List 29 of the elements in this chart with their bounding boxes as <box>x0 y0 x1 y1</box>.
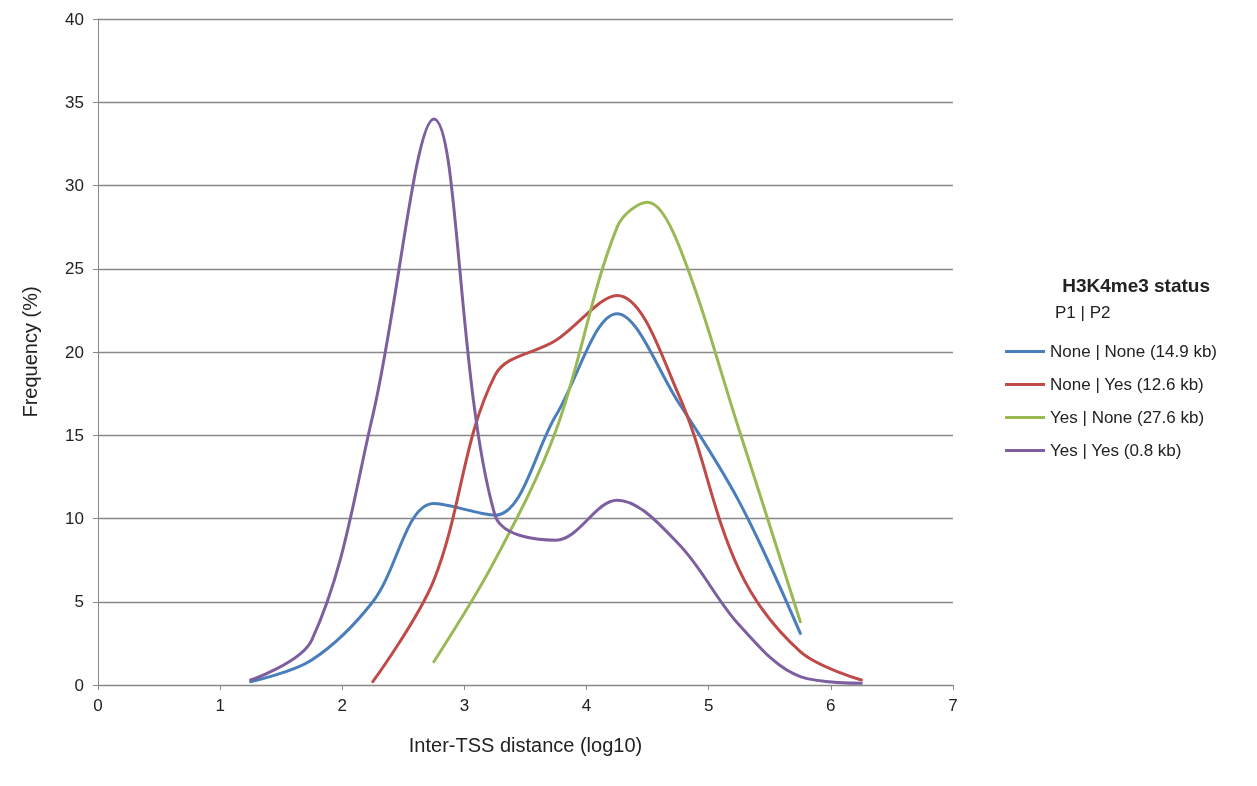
x-tick-label: 0 <box>93 696 103 715</box>
text: P1 | P2 <box>1055 303 1111 322</box>
y-tick-label: 5 <box>74 592 84 612</box>
line-series <box>432 200 802 664</box>
legend-label: None | Yes (12.6 kb) <box>1050 375 1204 394</box>
legend-label: Yes | None (27.6 kb) <box>1050 408 1205 427</box>
y-axis-title: Frequency (%) <box>19 286 41 418</box>
y-tick-label: 30 <box>65 176 84 195</box>
x-tick-label: 4 <box>581 696 592 715</box>
x-axis-title: Inter-TSS distance (log10) <box>408 734 643 756</box>
y-tick-label: 15 <box>65 425 84 445</box>
x-tick-label: 1 <box>215 696 225 715</box>
x-tick-label: 3 <box>459 696 470 715</box>
legend-title: H3K4me3 status <box>1062 275 1210 296</box>
legend-label: None | None (14.9 kb) <box>1050 342 1218 361</box>
line-series <box>249 312 802 684</box>
y-tick-label: 40 <box>65 9 84 29</box>
legend-label: Yes | Yes (0.8 kb) <box>1050 441 1182 460</box>
x-tick-label: 2 <box>337 696 348 715</box>
x-tick-label: 7 <box>948 696 958 715</box>
y-tick-label: 20 <box>65 342 84 362</box>
x-tick-label: 6 <box>826 696 836 715</box>
line-series <box>371 293 863 684</box>
line-series <box>249 117 863 685</box>
y-tick-label: 25 <box>65 259 84 279</box>
y-tick-label: 35 <box>65 92 84 112</box>
y-tick-label: 10 <box>65 509 84 528</box>
x-tick-label: 5 <box>703 696 714 715</box>
y-tick-label: 0 <box>74 675 84 695</box>
